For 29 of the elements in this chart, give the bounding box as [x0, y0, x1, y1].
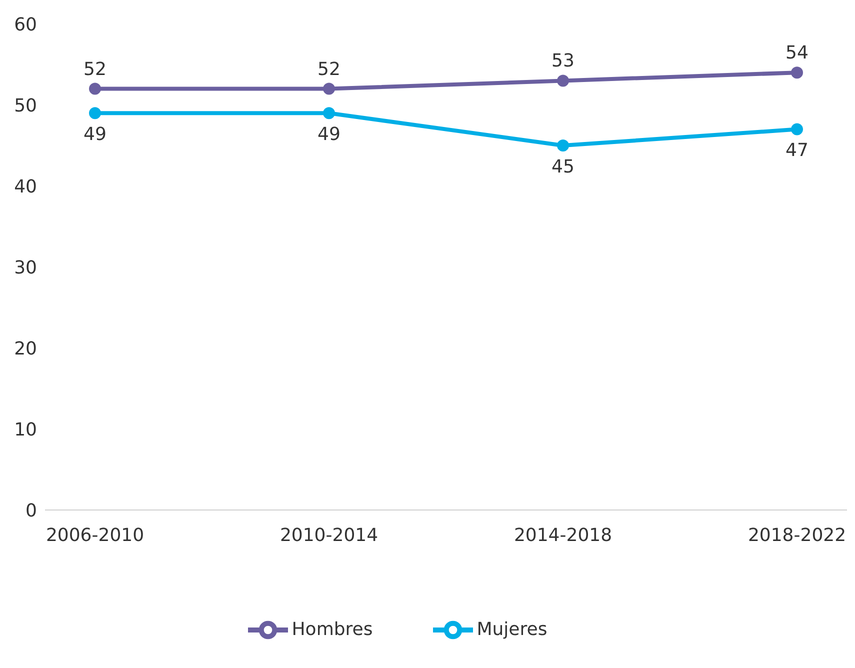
legend-label: Mujeres [476, 618, 548, 640]
data-label: 52 [84, 58, 106, 80]
y-tick-label: 10 [14, 419, 37, 440]
y-tick-label: 60 [14, 14, 37, 36]
point [89, 82, 101, 95]
x-tick-label: 2010-2014 [280, 524, 378, 546]
data-label: 47 [786, 140, 808, 162]
point [323, 82, 335, 95]
point [791, 123, 803, 136]
data-label: 49 [318, 124, 340, 145]
data-label: 49 [84, 124, 106, 145]
x-tick-label: 2014-2018 [514, 524, 612, 546]
data-label: 52 [318, 58, 340, 80]
point [557, 140, 569, 152]
point [557, 74, 569, 87]
data-label: 45 [552, 156, 574, 178]
y-tick-label: 30 [14, 257, 37, 278]
legend-label: Hombres [292, 618, 373, 640]
point [89, 107, 101, 120]
data-label: 54 [786, 42, 808, 64]
x-tick-label: 2006-2010 [46, 524, 144, 546]
y-tick-label: 50 [14, 95, 37, 116]
data-label: 53 [552, 50, 574, 72]
point [791, 66, 803, 79]
y-tick-label: 40 [14, 176, 37, 198]
point [323, 107, 335, 120]
y-tick-label: 0 [26, 500, 37, 522]
y-tick-label: 20 [14, 338, 37, 360]
x-tick-label: 2018-2022 [748, 524, 846, 546]
